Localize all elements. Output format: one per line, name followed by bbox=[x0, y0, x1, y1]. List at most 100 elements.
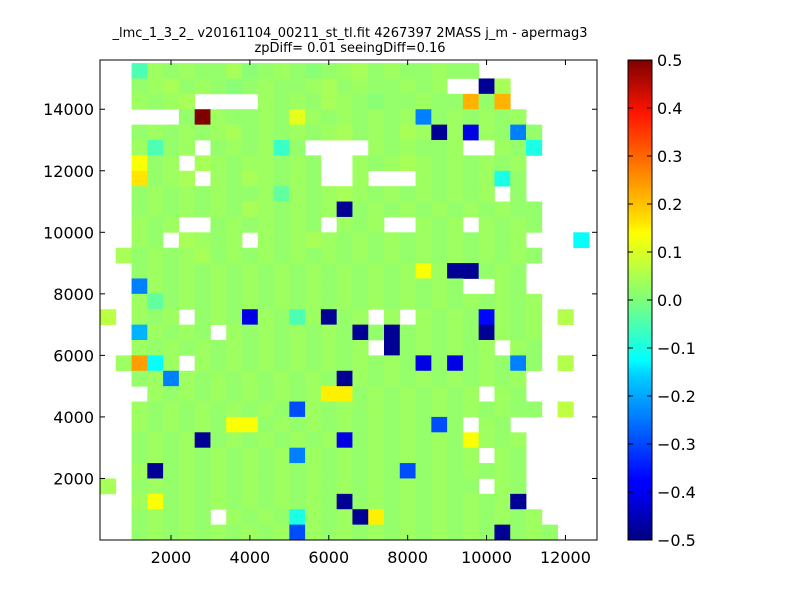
heatmap-cell bbox=[305, 293, 322, 310]
heatmap-cell bbox=[242, 447, 259, 464]
heatmap-cell bbox=[178, 109, 196, 126]
heatmap-cell bbox=[557, 401, 574, 418]
heatmap-cell bbox=[415, 447, 432, 464]
heatmap-cell bbox=[352, 93, 369, 110]
heatmap-cell bbox=[178, 78, 196, 95]
heatmap-cell bbox=[226, 216, 243, 233]
heatmap-cell bbox=[305, 263, 322, 279]
heatmap-cell bbox=[194, 63, 211, 79]
heatmap-cell bbox=[289, 155, 306, 172]
heatmap-cell bbox=[478, 263, 495, 279]
heatmap-cell bbox=[320, 370, 338, 387]
heatmap-cell bbox=[131, 478, 148, 495]
heatmap-cell bbox=[147, 186, 164, 202]
heatmap-cell bbox=[178, 340, 196, 356]
heatmap-cell bbox=[163, 447, 180, 464]
heatmap-cell bbox=[352, 247, 369, 264]
heatmap-cell bbox=[368, 324, 385, 341]
heatmap-cell bbox=[399, 386, 416, 402]
heatmap-cell bbox=[431, 155, 448, 172]
heatmap-cell bbox=[147, 370, 164, 387]
heatmap-cell bbox=[273, 78, 290, 95]
heatmap-cell bbox=[494, 170, 511, 187]
heatmap-cell bbox=[399, 509, 416, 526]
heatmap-cell bbox=[510, 232, 527, 249]
heatmap-cell bbox=[510, 278, 527, 295]
heatmap-cell bbox=[510, 340, 527, 356]
heatmap-cell bbox=[510, 401, 527, 418]
heatmap-cell bbox=[352, 278, 369, 295]
heatmap-cell bbox=[131, 293, 148, 310]
heatmap-cell bbox=[178, 478, 196, 495]
heatmap-cell bbox=[447, 340, 464, 356]
heatmap-cell bbox=[399, 463, 416, 479]
heatmap-cell bbox=[478, 524, 495, 540]
heatmap-cell bbox=[131, 463, 148, 479]
heatmap-cell bbox=[257, 247, 274, 264]
heatmap-cell bbox=[305, 170, 322, 187]
heatmap-cell bbox=[368, 155, 385, 172]
heatmap-cell bbox=[336, 478, 353, 495]
heatmap-cell bbox=[273, 463, 290, 479]
heatmap-cell bbox=[194, 386, 211, 402]
y-tick-label: 8000 bbox=[53, 285, 94, 304]
heatmap-cell bbox=[226, 524, 243, 540]
heatmap-cell bbox=[226, 432, 243, 449]
heatmap-cell bbox=[131, 278, 148, 295]
heatmap-cell bbox=[431, 124, 448, 141]
heatmap-cell bbox=[320, 416, 338, 433]
heatmap-cell bbox=[289, 447, 306, 464]
heatmap-cell bbox=[194, 309, 211, 326]
heatmap-cell bbox=[399, 124, 416, 141]
heatmap-cell bbox=[210, 247, 227, 264]
heatmap-cell bbox=[415, 232, 432, 249]
colorbar-tick-label: 0.5 bbox=[657, 51, 682, 70]
heatmap-cell bbox=[210, 201, 227, 218]
heatmap-cell bbox=[415, 216, 432, 233]
heatmap-cell bbox=[368, 493, 385, 510]
heatmap-cell bbox=[147, 493, 164, 510]
heatmap-cell bbox=[352, 186, 369, 202]
heatmap-cell bbox=[462, 432, 480, 449]
heatmap-cell bbox=[305, 432, 322, 449]
heatmap-cell bbox=[384, 201, 401, 218]
heatmap-cell bbox=[289, 216, 306, 233]
heatmap-cell bbox=[399, 63, 416, 79]
heatmap-cell bbox=[194, 493, 211, 510]
heatmap-cell bbox=[226, 78, 243, 95]
heatmap-cell bbox=[320, 63, 338, 79]
heatmap-cell bbox=[415, 140, 432, 156]
heatmap-cell bbox=[194, 478, 211, 495]
colorbar-tick-label: 0.4 bbox=[657, 99, 682, 118]
heatmap-cell bbox=[226, 309, 243, 326]
heatmap-cell bbox=[447, 524, 464, 540]
heatmap-cell bbox=[305, 93, 322, 110]
heatmap-cell bbox=[447, 216, 464, 233]
heatmap-cell bbox=[336, 232, 353, 249]
heatmap-cell bbox=[478, 201, 495, 218]
heatmap-cell bbox=[242, 524, 259, 540]
heatmap-cell bbox=[320, 278, 338, 295]
heatmap-cell bbox=[305, 386, 322, 402]
heatmap-cell bbox=[478, 493, 495, 510]
heatmap-cell bbox=[494, 493, 511, 510]
heatmap-cell bbox=[494, 93, 511, 110]
heatmap-cell bbox=[131, 247, 148, 264]
heatmap-cell bbox=[210, 155, 227, 172]
heatmap-cell bbox=[147, 478, 164, 495]
heatmap-cell bbox=[368, 386, 385, 402]
heatmap-cell bbox=[163, 355, 180, 372]
heatmap-cell bbox=[478, 401, 495, 418]
heatmap-cell bbox=[478, 170, 495, 187]
heatmap-cell bbox=[289, 509, 306, 526]
heatmap-cell bbox=[257, 186, 274, 202]
heatmap-cell bbox=[226, 109, 243, 126]
heatmap-cell bbox=[194, 370, 211, 387]
heatmap-cell bbox=[447, 63, 464, 79]
heatmap-cell bbox=[320, 93, 338, 110]
heatmap-cell bbox=[147, 232, 164, 249]
heatmap-cell bbox=[194, 201, 211, 218]
heatmap-cell bbox=[163, 63, 180, 79]
heatmap-cell bbox=[415, 478, 432, 495]
